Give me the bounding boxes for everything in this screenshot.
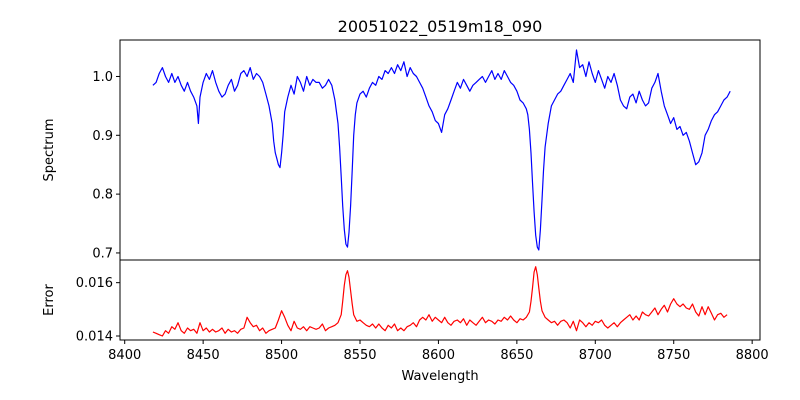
spectrum-y-tick-label: 0.8	[92, 188, 113, 203]
error-y-tick-label: 0.014	[76, 330, 113, 345]
spectrum-line-0	[152, 49, 731, 251]
error-axes-frame	[119, 259, 761, 341]
x-axis-label: Wavelength	[401, 369, 478, 384]
x-tick-label: 8700	[579, 348, 612, 363]
spectrum-y-tick-label: 1.0	[92, 70, 113, 85]
error-series	[152, 266, 728, 337]
x-tick-label: 8500	[265, 348, 298, 363]
spectrum-y-ticks: 0.7 0.8 0.9 1.0	[92, 70, 120, 261]
spectrum-y-tick-label: 0.9	[92, 129, 113, 144]
x-tick-label: 8450	[187, 348, 220, 363]
spectrum-y-tick-label: 0.7	[92, 246, 113, 261]
x-tick-label: 8550	[343, 348, 376, 363]
error-y-axis-label: Error	[42, 284, 57, 316]
x-ticks: 8400 8450 8500 8550 8600 8650 8700 8750 8800	[108, 340, 769, 363]
error-y-tick-label: 0.016	[76, 276, 113, 291]
error-line-0	[152, 266, 728, 337]
chart-title: 20051022_0519m18_090	[338, 17, 543, 37]
x-tick-label: 8600	[422, 348, 455, 363]
error-y-ticks: 0.014 0.016	[76, 276, 120, 345]
x-tick-label: 8750	[657, 348, 690, 363]
x-tick-label: 8400	[108, 348, 141, 363]
x-tick-label: 8800	[736, 348, 769, 363]
x-tick-label: 8650	[500, 348, 533, 363]
error-panel: 0.014 0.016 Error	[42, 259, 761, 345]
spectrum-y-axis-label: Spectrum	[42, 119, 57, 182]
spectrum-series	[152, 49, 731, 251]
